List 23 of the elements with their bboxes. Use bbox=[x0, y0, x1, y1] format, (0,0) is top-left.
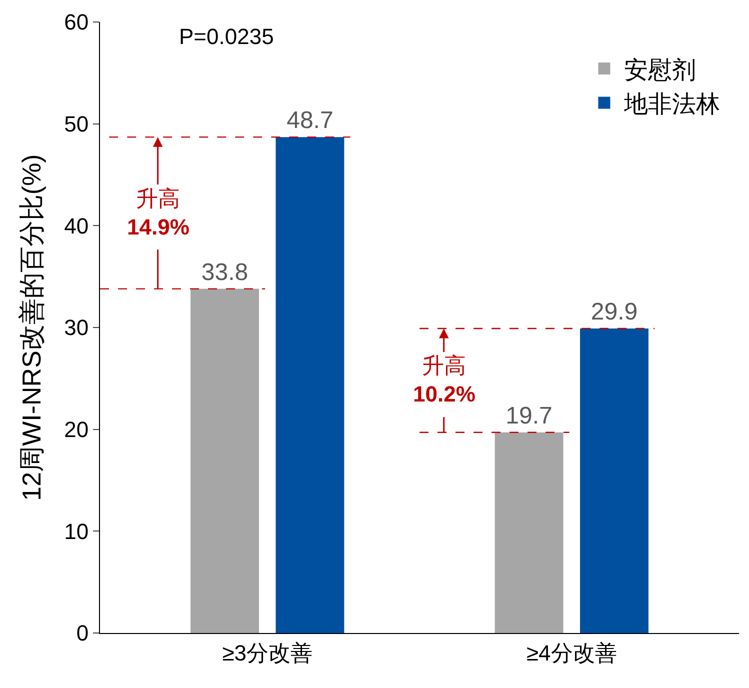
x-tick-label: ≥4分改善 bbox=[526, 640, 617, 666]
data-label: 29.9 bbox=[590, 298, 638, 326]
annotation: 升高 10.2% bbox=[413, 353, 476, 407]
data-label: 48.7 bbox=[286, 107, 334, 134]
y-tick-label: 30 bbox=[64, 315, 89, 340]
y-tick-label: 20 bbox=[64, 417, 89, 442]
bar bbox=[580, 328, 648, 633]
bar bbox=[190, 288, 259, 633]
y-tick-label: 50 bbox=[64, 112, 89, 137]
bar bbox=[276, 137, 344, 633]
y-axis-title: 12周WI-NRS改善的百分比(%) bbox=[16, 154, 47, 501]
data-label: 33.8 bbox=[201, 258, 248, 286]
y-tick-label: 60 bbox=[64, 10, 89, 35]
x-tick-label: ≥3分改善 bbox=[222, 640, 313, 666]
annotation: 升高 14.9% bbox=[127, 186, 190, 240]
legend-label: 安慰剂 bbox=[624, 56, 696, 84]
y-tick-label: 40 bbox=[64, 213, 89, 238]
data-label: 19.7 bbox=[506, 402, 552, 430]
annotation: P=0.0235 bbox=[179, 24, 274, 49]
y-tick-label: 10 bbox=[64, 518, 89, 544]
bar bbox=[494, 432, 564, 633]
legend-label: 地非法林 bbox=[623, 91, 720, 118]
y-tick-label: 0 bbox=[76, 620, 89, 646]
